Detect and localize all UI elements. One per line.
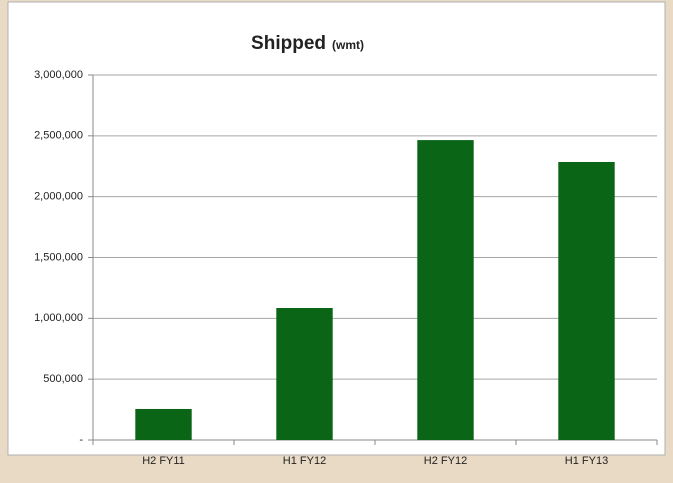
- y-tick-label: 3,000,000: [34, 69, 83, 81]
- bar: [276, 307, 333, 440]
- y-tick-label: 500,000: [43, 373, 83, 385]
- x-tick-label: H1 FY12: [283, 455, 326, 467]
- y-tick-label: 2,000,000: [34, 191, 83, 203]
- x-tick-label: H2 FY11: [142, 455, 185, 467]
- bar: [558, 161, 615, 440]
- bar: [135, 408, 192, 440]
- y-tick-label: -: [79, 434, 83, 446]
- y-tick-label: 2,500,000: [34, 130, 83, 142]
- chart-title-unit: (wmt): [332, 38, 364, 52]
- x-tick-label: H2 FY12: [424, 455, 467, 467]
- bar: [417, 140, 474, 440]
- y-tick-label: 1,000,000: [34, 312, 83, 324]
- x-tick-label: H1 FY13: [565, 455, 608, 467]
- y-tick-label: 1,500,000: [34, 251, 83, 263]
- chart-title: Shipped: [251, 33, 326, 54]
